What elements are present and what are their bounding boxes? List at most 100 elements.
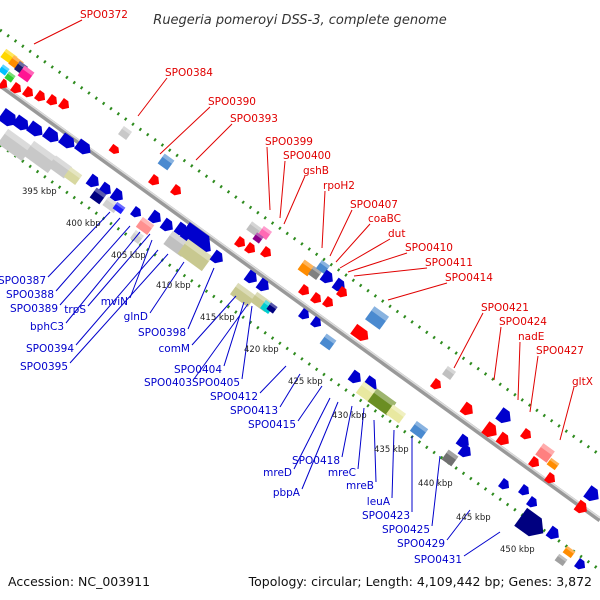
gene-block: [546, 457, 560, 471]
reverse-label-leader: [341, 405, 353, 458]
gene-block: [177, 238, 213, 272]
gene-block: [310, 316, 322, 328]
forward-gene-label: SPO0410: [405, 242, 453, 254]
forward-gene-label: SPO0407: [350, 199, 398, 211]
reverse-label-leader: [357, 407, 365, 470]
reverse-gene-label: SPO0398: [138, 327, 186, 339]
gc-track-outer: [0, 28, 600, 457]
reverse-gene-label: bphC3: [30, 321, 64, 333]
label-leaders: [33, 19, 575, 557]
gene-block: [518, 484, 530, 496]
forward-label-leader: [137, 77, 168, 117]
reverse-label-leader: [65, 231, 141, 324]
reverse-gene-label: mreD: [263, 467, 292, 479]
gene-block: [526, 496, 538, 508]
reverse-label-leader: [55, 217, 121, 292]
reverse-gene-label: SPO0412: [210, 391, 258, 403]
gene-block: [89, 187, 107, 205]
reverse-label-leader: [293, 397, 331, 470]
forward-label-leader: [529, 355, 539, 413]
reverse-gene-label: SPO0423: [362, 510, 410, 522]
reverse-gene-label: SPO0429: [397, 538, 445, 550]
gene-block: [319, 269, 333, 284]
reverse-gene-label: SPO0403: [144, 377, 192, 389]
gene-block: [148, 174, 160, 186]
gene-block: [118, 126, 132, 140]
reverse-gene-label: SPO0425: [382, 524, 430, 536]
gene-block: [260, 246, 272, 258]
reverse-gene-label: SPO0431: [414, 554, 462, 566]
reverse-label-leader: [446, 509, 471, 541]
gene-block: [481, 421, 497, 438]
reverse-label-leader: [47, 211, 111, 278]
reverse-label-leader: [259, 365, 287, 394]
forward-label-leader: [517, 341, 521, 401]
reverse-gene-label: mviN: [101, 296, 128, 308]
gene-block: [22, 86, 34, 98]
reverse-gene-label: mreB: [346, 480, 374, 492]
reverse-label-leader: [373, 419, 377, 483]
reverse-gene-label: SPO0405: [192, 377, 240, 389]
gene-block: [562, 545, 576, 559]
gene-block: [108, 143, 120, 155]
gene-block: [58, 132, 75, 149]
gene-block: [85, 173, 99, 188]
forward-gene-label: nadE: [518, 331, 544, 343]
forward-label-leader: [347, 252, 408, 273]
gene-block: [234, 236, 246, 248]
accession-text: Accession: NC_003911: [8, 574, 150, 589]
gene-block: [42, 126, 59, 143]
gene-block: [455, 433, 469, 448]
kbp-tick-label: 415 kbp: [200, 313, 235, 323]
gene-block: [544, 472, 556, 484]
forward-label-leader: [329, 209, 353, 257]
gene-block: [266, 302, 278, 314]
gene-block: [583, 485, 599, 502]
gene-block: [209, 249, 223, 264]
gene-block: [528, 456, 540, 468]
forward-gene-label: SPO0393: [230, 113, 278, 125]
gene-block: [229, 282, 257, 308]
kbp-tick-label: 430 kbp: [332, 411, 367, 421]
reverse-gene-label: leuA: [367, 496, 391, 508]
reverse-label-leader: [59, 225, 131, 306]
reverse-gene-label: SPO0389: [10, 303, 58, 315]
reverse-gene-label: mreC: [328, 467, 356, 479]
kbp-tick-label: 405 kbp: [111, 251, 146, 261]
topology-text: Topology: circular; Length: 4,109,442 bp…: [248, 574, 592, 589]
reverse-label-leader: [75, 249, 159, 346]
reverse-label-leader: [301, 401, 339, 490]
forward-gene-label: gltX: [572, 376, 593, 388]
reverse-gene-label: SPO0413: [230, 405, 278, 417]
gene-block: [58, 98, 70, 110]
forward-label-leader: [353, 267, 428, 277]
forward-label-leader: [321, 190, 326, 249]
forward-gene-label: gshB: [303, 165, 329, 177]
forward-gene-label: SPO0421: [481, 302, 529, 314]
gene-block: [147, 209, 161, 224]
gene-block: [322, 296, 334, 308]
reverse-gene-label: glnD: [124, 311, 148, 323]
forward-gene-label: SPO0424: [499, 316, 547, 328]
gene-block: [310, 292, 322, 304]
reverse-gene-label: SPO0415: [248, 419, 296, 431]
forward-label-leader: [453, 312, 484, 369]
gene-block: [46, 94, 58, 106]
gene-block: [17, 65, 35, 83]
reverse-label-leader: [463, 531, 501, 557]
gene-block: [10, 82, 22, 94]
forward-gene-label: coaBC: [368, 213, 401, 225]
forward-gene-label: rpoH2: [323, 180, 355, 192]
forward-gene-label: SPO0390: [208, 96, 256, 108]
gene-block: [495, 431, 509, 446]
gene-block: [574, 558, 586, 570]
forward-gene-label: dut: [388, 228, 405, 240]
map-title: Ruegeria pomeroyi DSS-3, complete genome: [153, 13, 446, 28]
kbp-tick-label: 395 kbp: [22, 187, 57, 197]
gc-track-inner: [0, 143, 600, 572]
reverse-gene-label: trpS: [64, 304, 86, 316]
forward-gene-label: SPO0411: [425, 257, 473, 269]
forward-label-leader: [195, 123, 233, 161]
gene-block: [244, 242, 256, 254]
